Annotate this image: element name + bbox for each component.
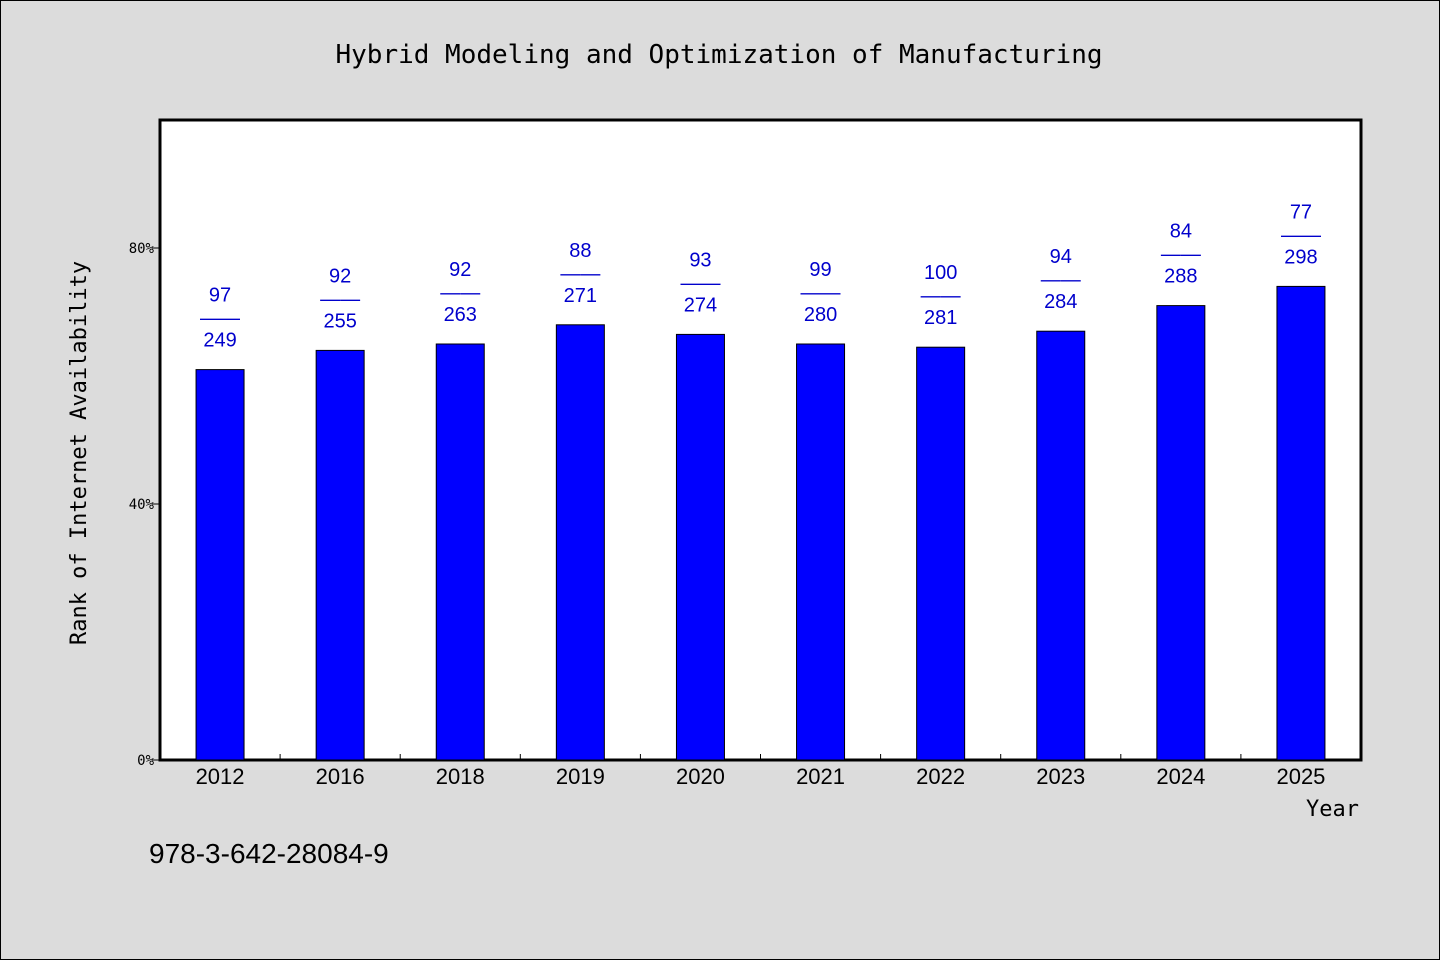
data-label-top-2024: 84 bbox=[1170, 221, 1192, 243]
chart-title: Hybrid Modeling and Optimization of Manu… bbox=[335, 40, 1102, 70]
bar-2016 bbox=[315, 349, 365, 761]
x-tick-label-2023: 2023 bbox=[1036, 764, 1085, 789]
data-label-separator: —— bbox=[680, 272, 720, 294]
x-tick-label-2019: 2019 bbox=[556, 764, 605, 789]
bar-2018 bbox=[435, 343, 485, 761]
data-label-bottom-2019: 271 bbox=[564, 285, 597, 307]
x-tick-label-2012: 2012 bbox=[196, 764, 245, 789]
bar-2019 bbox=[555, 324, 605, 761]
data-label-top-2016: 92 bbox=[329, 265, 351, 287]
data-label-bottom-2023: 284 bbox=[1044, 291, 1077, 313]
bar-2025 bbox=[1276, 285, 1326, 761]
data-label-separator: —— bbox=[560, 263, 600, 285]
bar-2022 bbox=[916, 346, 966, 761]
data-label-top-2019: 88 bbox=[569, 240, 591, 262]
data-label-separator: —— bbox=[921, 285, 961, 307]
x-tick-label-2021: 2021 bbox=[796, 764, 845, 789]
data-labels-layer: 97——24992——25592——26388——27193——27499——2… bbox=[200, 201, 1321, 351]
x-tick-label-2016: 2016 bbox=[316, 764, 365, 789]
data-label-top-2021: 99 bbox=[809, 259, 831, 281]
data-label-bottom-2016: 255 bbox=[323, 310, 356, 332]
bar-2024 bbox=[1156, 305, 1206, 761]
data-label-separator: —— bbox=[1041, 269, 1081, 291]
data-label-top-2022: 100 bbox=[924, 262, 957, 284]
data-label-top-2023: 94 bbox=[1050, 246, 1072, 268]
bar-2012 bbox=[195, 369, 245, 761]
data-label-top-2012: 97 bbox=[209, 285, 231, 307]
y-tick-label-80: 80% bbox=[129, 241, 155, 257]
x-tick-label-2020: 2020 bbox=[676, 764, 725, 789]
data-label-bottom-2021: 280 bbox=[804, 304, 837, 326]
data-label-bottom-2022: 281 bbox=[924, 307, 957, 329]
x-axis-title: Year bbox=[1306, 797, 1359, 822]
x-tick-label-2018: 2018 bbox=[436, 764, 485, 789]
isbn-footer: 978-3-642-28084-9 bbox=[149, 838, 389, 869]
data-label-separator: —— bbox=[320, 288, 360, 310]
data-label-separator: —— bbox=[200, 308, 240, 330]
data-label-separator: —— bbox=[1161, 244, 1201, 266]
data-label-separator: —— bbox=[440, 282, 480, 304]
data-label-bottom-2018: 263 bbox=[444, 304, 477, 326]
data-label-top-2018: 92 bbox=[449, 259, 471, 281]
y-tick-label-40: 40% bbox=[129, 497, 155, 513]
data-label-bottom-2025: 298 bbox=[1284, 246, 1317, 268]
y-axis-title: Rank of Internet Availability bbox=[67, 261, 92, 645]
data-label-separator: —— bbox=[801, 282, 841, 304]
data-label-bottom-2012: 249 bbox=[203, 330, 236, 352]
bar-2021 bbox=[796, 343, 846, 761]
x-tick-label-2025: 2025 bbox=[1276, 764, 1325, 789]
data-label-top-2025: 77 bbox=[1290, 201, 1312, 223]
data-label-bottom-2024: 288 bbox=[1164, 266, 1197, 288]
bar-2020 bbox=[675, 333, 725, 761]
bars-layer bbox=[195, 285, 1326, 761]
data-label-top-2020: 93 bbox=[689, 249, 711, 271]
ticks-layer: 2012 2016 2018 2019 2020 2021 2022 2023 2024 2025… bbox=[129, 241, 1326, 789]
data-label-bottom-2020: 274 bbox=[684, 294, 717, 316]
x-tick-label-2022: 2022 bbox=[916, 764, 965, 789]
x-tick-label-2024: 2024 bbox=[1156, 764, 1205, 789]
y-tick-label-0: 0% bbox=[137, 753, 154, 769]
bar-2023 bbox=[1036, 330, 1086, 761]
data-label-separator: —— bbox=[1281, 224, 1321, 246]
